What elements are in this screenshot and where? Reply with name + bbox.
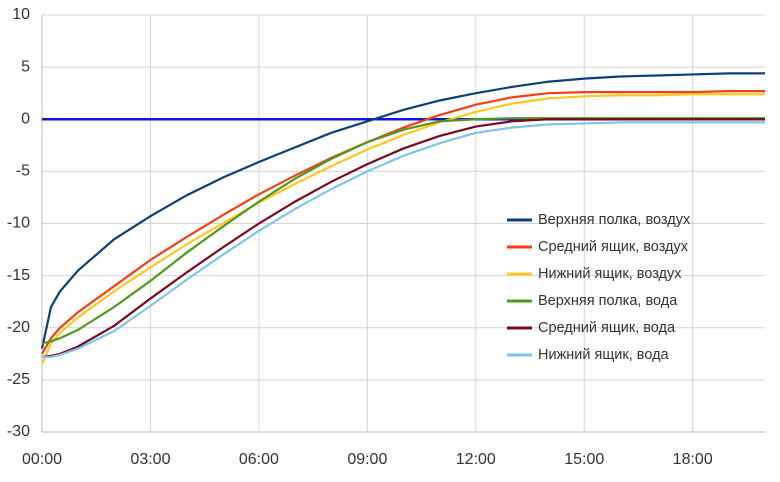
y-tick-label: -10: [7, 215, 30, 232]
x-tick-label: 15:00: [564, 451, 604, 468]
series-line: [40, 93, 765, 365]
series-line: [41, 118, 765, 359]
legend-label: Нижний ящик, вода: [538, 347, 670, 363]
x-tick-label: 03:00: [130, 451, 170, 468]
y-tick-label: 10: [12, 6, 30, 23]
y-tick-label: -5: [16, 163, 30, 180]
series-line: [40, 72, 765, 349]
y-tick-label: -25: [7, 371, 30, 388]
legend-label: Нижний ящик, воздух: [538, 266, 682, 282]
y-tick-label: 0: [21, 110, 30, 127]
y-tick-label: -15: [7, 267, 30, 284]
legend-label: Верхняя полка, вода: [538, 293, 678, 309]
x-tick-label: 09:00: [347, 451, 387, 468]
y-tick-label: -20: [7, 319, 30, 336]
legend-label: Средний ящик, воздух: [538, 239, 689, 255]
x-tick-label: 18:00: [673, 451, 713, 468]
y-tick-label: -30: [7, 423, 30, 440]
x-tick-label: 00:00: [22, 451, 62, 468]
legend-label: Средний ящик, вода: [538, 320, 676, 336]
series-line: [42, 121, 765, 359]
x-tick-label: 06:00: [239, 451, 279, 468]
y-tick-label: 5: [21, 58, 30, 75]
legend-label: Верхняя полка, воздух: [538, 212, 691, 228]
x-tick-label: 12:00: [456, 451, 496, 468]
